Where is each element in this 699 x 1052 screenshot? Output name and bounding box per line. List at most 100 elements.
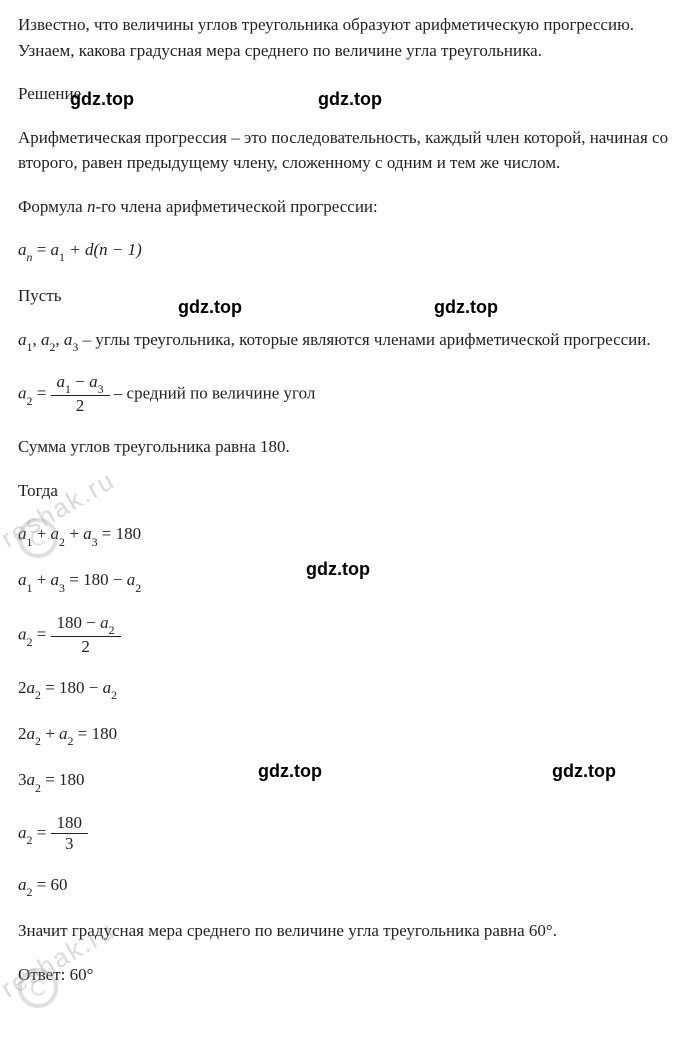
tp-2: 2 — [18, 724, 27, 743]
fraction-3: 1803 — [51, 814, 89, 854]
ta-a2: a — [27, 678, 36, 697]
ta-180: 180 — [59, 678, 85, 697]
middle-desc: – средний по величине угол — [110, 384, 316, 403]
ae-s2: 2 — [135, 581, 141, 595]
se-eq: = — [98, 524, 116, 543]
middle-angle-formula: a2 = a1 − a32 – средний по величине угол — [18, 373, 681, 416]
fn-eq: = — [32, 875, 50, 894]
f3-den: 3 — [51, 834, 89, 854]
th-eq: = — [41, 770, 59, 789]
se-s3: 3 — [92, 535, 98, 549]
f2-den: 2 — [51, 637, 121, 657]
tp-s2b: 2 — [68, 734, 74, 748]
a2-left-sub: 2 — [27, 394, 33, 408]
se-180: 180 — [116, 524, 142, 543]
se-a2: a — [51, 524, 60, 543]
angles-desc-text: – углы треугольника, которые являются чл… — [78, 330, 650, 349]
ta-minus: − — [85, 678, 103, 697]
tp-s2: 2 — [35, 734, 41, 748]
eq1: = — [32, 384, 50, 403]
f1-den: 2 — [51, 396, 110, 416]
var-a1: a — [51, 240, 60, 259]
sub-1: 1 — [59, 250, 65, 264]
f1-s1: 1 — [65, 382, 71, 396]
ae-a1: a — [18, 570, 27, 589]
tp-a2: a — [27, 724, 36, 743]
a2-60-equation: a2 = 60 — [18, 872, 681, 900]
th-3: 3 — [18, 770, 27, 789]
ae-180: 180 — [83, 570, 109, 589]
tp-plus: + — [41, 724, 59, 743]
problem-statement: Известно, что величины углов треугольник… — [18, 12, 681, 63]
nth-term-formula: an = a1 + d(n − 1) — [18, 237, 681, 265]
tp-180: 180 — [92, 724, 118, 743]
ta-s2: 2 — [35, 688, 41, 702]
se-p2: + — [65, 524, 83, 543]
se-p1: + — [32, 524, 50, 543]
se-s1: 1 — [27, 535, 33, 549]
ae-s1: 1 — [27, 581, 33, 595]
a1-sub: 1 — [27, 340, 33, 354]
f3-num: 180 — [51, 814, 89, 835]
fn-a2: a — [18, 875, 27, 894]
th-s2: 2 — [35, 781, 41, 795]
fn-60: 60 — [51, 875, 68, 894]
se-a1: a — [18, 524, 27, 543]
equals: = — [32, 240, 50, 259]
comma1: , — [32, 330, 41, 349]
th-180: 180 — [59, 770, 85, 789]
definition-text: Арифметическая прогрессия – это последов… — [18, 125, 681, 176]
f1-a1: a — [57, 372, 66, 391]
ae-minus: − — [109, 570, 127, 589]
ae-a2: a — [127, 570, 136, 589]
fr-a2: a — [18, 823, 27, 842]
sub-n: n — [27, 250, 33, 264]
fraction-2: 180 − a22 — [51, 614, 121, 657]
conclusion-text: Значит градусная мера среднего по величи… — [18, 918, 681, 944]
fraction-1: a1 − a32 — [51, 373, 110, 416]
ta-2: 2 — [18, 678, 27, 697]
f1-a3: a — [89, 372, 98, 391]
fr-eq: = — [32, 823, 50, 842]
se-s2: 2 — [59, 535, 65, 549]
ae-a3: a — [51, 570, 60, 589]
var-a: a — [18, 240, 27, 259]
two-a2-plus-equation: 2a2 + a2 = 180 — [18, 721, 681, 749]
three-a2-equation: 3a2 = 180 — [18, 767, 681, 795]
fe-a2: a — [18, 624, 27, 643]
tp-a2b: a — [59, 724, 68, 743]
answer-text: Ответ: 60° — [18, 962, 681, 988]
then-label: Тогда — [18, 478, 681, 504]
a2-180-3-equation: a2 = 1803 — [18, 814, 681, 854]
fe-s2: 2 — [27, 635, 33, 649]
two-a2-equation: 2a2 = 180 − a2 — [18, 675, 681, 703]
a2-fraction-equation: a2 = 180 − a22 — [18, 614, 681, 657]
ta-s2b: 2 — [111, 688, 117, 702]
angles-definition: a1, a2, a3 – углы треугольника, которые … — [18, 327, 681, 355]
ta-eq: = — [41, 678, 59, 697]
a2-left: a — [18, 384, 27, 403]
formula-intro: Формула n-го члена арифметической прогре… — [18, 194, 681, 220]
a2-sub: 2 — [49, 340, 55, 354]
tp-eq: = — [74, 724, 92, 743]
f1-s3: 3 — [98, 382, 104, 396]
se-a3: a — [83, 524, 92, 543]
fn-s2: 2 — [27, 885, 33, 899]
ae-p: + — [32, 570, 50, 589]
a3-sub: 3 — [72, 340, 78, 354]
f2-180: 180 − — [57, 613, 101, 632]
solution-label: Решение — [18, 81, 681, 107]
f2-s: 2 — [109, 623, 115, 637]
sum-equation: a1 + a2 + a3 = 180 — [18, 521, 681, 549]
fr-s2: 2 — [27, 833, 33, 847]
ta-a2b: a — [103, 678, 112, 697]
sum-text: Сумма углов треугольника равна 180. — [18, 434, 681, 460]
fe-eq: = — [32, 624, 50, 643]
th-a2: a — [27, 770, 36, 789]
let-label: Пусть — [18, 283, 681, 309]
ae-s3: 3 — [59, 581, 65, 595]
dn-term: + d(n − 1) — [65, 240, 142, 259]
f2-a: a — [100, 613, 109, 632]
a1-var: a — [18, 330, 27, 349]
a1-a3-equation: a1 + a3 = 180 − a2 — [18, 567, 681, 595]
